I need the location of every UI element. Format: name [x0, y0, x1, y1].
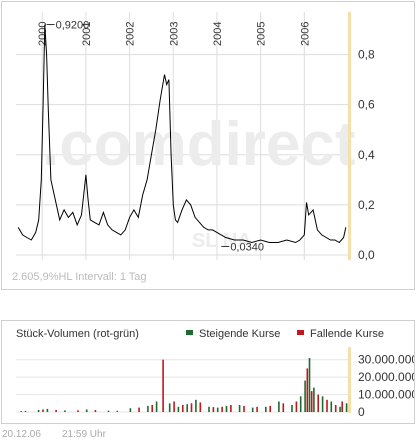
price-y-tick-label: 0,0 — [358, 248, 375, 262]
chart-stats-label: 2.605,9%HL Intervall: 1 Tag — [12, 271, 147, 283]
price-x-tick-label: 2003 — [168, 22, 180, 46]
volume-bar-falling — [269, 405, 271, 412]
volume-bar-rising — [345, 403, 348, 412]
footer-time: 21:59 Uhr — [62, 429, 106, 440]
volume-bar-falling — [221, 406, 223, 412]
volume-bar-rising — [299, 396, 302, 412]
legend-rising-swatch — [186, 330, 193, 335]
legend-rising-label: Steigende Kurse — [199, 328, 280, 340]
volume-bar-rising — [147, 405, 149, 412]
legend-falling-label: Fallende Kurse — [310, 328, 384, 340]
volume-bar-falling — [310, 391, 313, 412]
volume-bar-rising — [330, 401, 333, 412]
volume-bar-rising — [308, 358, 311, 412]
volume-title: Stück-Volumen (rot-grün) — [16, 328, 139, 340]
volume-y-tick-label: 0 — [358, 405, 365, 419]
volume-chart-panel: Stück-Volumen (rot-grün) Steigende Kurse… — [1, 320, 417, 424]
price-x-tick-labels: 2000 2001 2002 2003 2004 2005 2006 — [37, 22, 311, 46]
volume-grid — [16, 359, 348, 413]
volume-bar-falling — [162, 359, 164, 412]
annotation-label: 0,0340 — [230, 241, 264, 253]
volume-bar-falling — [138, 407, 140, 412]
volume-bar-falling — [243, 405, 245, 412]
volume-bar-falling — [182, 405, 184, 412]
volume-bar-falling — [230, 405, 232, 412]
price-series-line — [17, 24, 347, 244]
volume-bar-falling — [341, 401, 343, 412]
volume-bar-falling — [317, 394, 319, 412]
volume-bar-rising — [278, 401, 280, 412]
volume-y-tick-label: 30.000.000 — [358, 353, 414, 367]
price-x-tick-label: 2000 — [37, 22, 49, 46]
volume-bar-rising — [216, 407, 219, 412]
volume-bar-rising — [208, 406, 210, 412]
price-x-tick-label: 2002 — [125, 22, 137, 46]
price-x-tick-label: 2006 — [299, 22, 311, 46]
price-chart-panel: .comdirect SL NA 2000 2001 2002 2003 2004 200… — [1, 1, 415, 290]
volume-bar-falling — [42, 409, 44, 412]
volume-bar-falling — [326, 399, 328, 412]
volume-bar-rising — [225, 405, 228, 412]
price-y-tick-label: 0,4 — [358, 148, 375, 162]
volume-bar-rising — [129, 408, 132, 412]
price-annotations: 0,9200 0,0340 — [46, 20, 264, 253]
price-y-tick-label: 0,8 — [358, 48, 375, 62]
volume-bar-rising — [313, 387, 315, 412]
price-x-tick-label: 2005 — [256, 22, 268, 46]
volume-bar-rising — [265, 406, 267, 412]
volume-bar-falling — [24, 411, 27, 412]
volume-y-tick-label: 10.000.000 — [358, 388, 414, 402]
watermark-tail: SL NA — [192, 230, 252, 252]
legend-falling-swatch — [297, 330, 304, 335]
price-axis-accent-bar — [348, 12, 351, 260]
volume-bar-falling — [173, 401, 175, 412]
volume-bar-falling — [306, 368, 309, 412]
volume-bar-rising — [20, 411, 22, 412]
volume-bar-falling — [77, 410, 79, 412]
price-grid — [16, 12, 348, 260]
volume-y-tick-labels: 0 10.000.000 20.000.000 30.000.000 — [358, 353, 417, 419]
volume-bar-rising — [195, 399, 197, 412]
price-x-tick-label: 2001 — [81, 22, 93, 46]
volume-bar-rising — [37, 409, 40, 412]
volume-bar-rising — [168, 403, 171, 412]
volume-bar-rising — [291, 405, 293, 412]
price-y-tick-labels: 0,0 0,2 0,4 0,6 0,8 — [358, 48, 375, 262]
volume-bar-rising — [339, 406, 341, 412]
price-chart: .comdirect SL NA 2000 2001 2002 2003 2004 200… — [12, 12, 375, 283]
volume-bar-falling — [151, 405, 153, 412]
volume-bar-falling — [334, 405, 337, 412]
volume-bar-falling — [116, 410, 119, 412]
volume-bar-rising — [251, 407, 254, 412]
annotation-label: 0,9200 — [56, 20, 90, 32]
volume-bar-falling — [55, 409, 57, 412]
volume-bar-rising — [46, 408, 49, 412]
volume-bar-rising — [177, 406, 180, 412]
volume-bar-falling — [190, 403, 193, 412]
volume-bar-rising — [304, 380, 306, 412]
volume-bar-rising — [155, 401, 158, 412]
volume-bar-falling — [295, 401, 298, 412]
volume-bar-falling — [199, 402, 202, 412]
watermark-logo: .comdirect — [42, 110, 356, 179]
price-y-tick-label: 0,2 — [358, 198, 375, 212]
volume-bars — [20, 358, 348, 412]
price-series — [17, 24, 347, 244]
volume-chart: Stück-Volumen (rot-grün) Steigende Kurse… — [16, 328, 417, 419]
volume-bar-rising — [85, 409, 88, 412]
footer-date: 20.12.06 — [2, 429, 41, 440]
volume-bar-rising — [238, 405, 241, 412]
volume-y-tick-label: 20.000.000 — [358, 370, 414, 384]
volume-bar-rising — [107, 410, 110, 412]
price-x-tick-label: 2004 — [212, 22, 224, 46]
volume-bar-falling — [212, 407, 215, 412]
volume-bar-rising — [186, 404, 188, 412]
volume-bar-rising — [321, 396, 324, 412]
volume-bar-falling — [94, 410, 97, 412]
volume-bar-rising — [64, 410, 66, 412]
volume-bar-falling — [282, 403, 285, 412]
volume-axis-accent-bar — [348, 347, 351, 413]
volume-bar-falling — [256, 406, 258, 412]
price-y-tick-label: 0,6 — [358, 98, 375, 112]
